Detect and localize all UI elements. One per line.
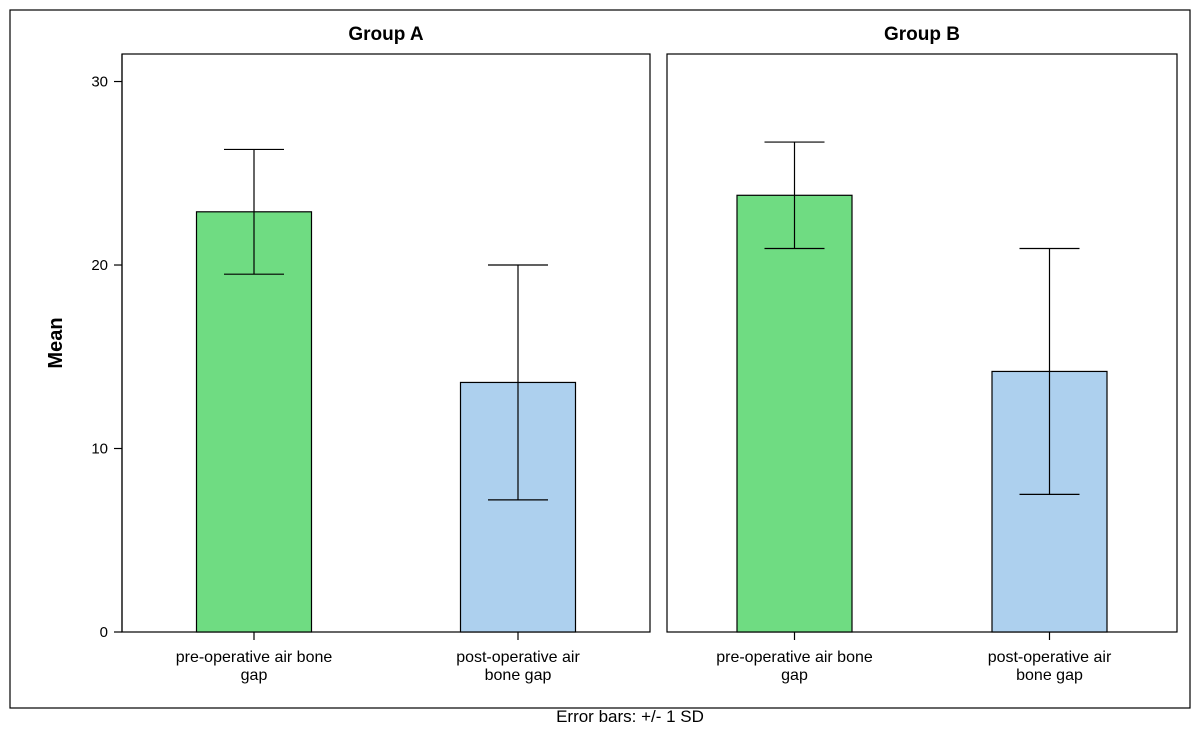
x-tick-label-line: bone gap [485,667,552,684]
panel-group-b: Group B pre-operative air bone gap post-ope… [666,24,1178,684]
x-tick-label-line: pre-operative air bone [176,649,333,666]
panel-title: Group A [348,24,424,45]
y-tick-label: 10 [91,441,108,458]
x-tick-label: post-operative air bone gap [456,649,580,684]
y-tick-label: 30 [91,74,108,91]
panel-title: Group B [884,24,960,45]
y-axis-label: Mean [45,317,67,368]
x-tick-label-line: bone gap [1016,667,1083,684]
x-tick-label-line: pre-operative air bone [716,649,873,666]
x-tick-label-line: post-operative air [988,649,1112,666]
bar [736,194,853,633]
x-tick-label: post-operative air bone gap [988,649,1112,684]
y-tick-label: 0 [100,624,108,641]
y-axis: 0 10 20 30 [91,54,123,641]
x-tick-label-line: gap [781,667,808,684]
panel-group-a: Group A pre-operative air bone gap post-ope… [121,24,651,684]
x-tick-label-line: gap [241,667,268,684]
x-tick-label: pre-operative air bone gap [716,649,873,684]
error-bar-note: Error bars: +/- 1 SD [556,707,704,724]
x-tick-label-line: post-operative air [456,649,580,666]
bar [195,211,313,633]
y-tick-label: 20 [91,257,108,274]
x-tick-label: pre-operative air bone gap [176,649,333,684]
